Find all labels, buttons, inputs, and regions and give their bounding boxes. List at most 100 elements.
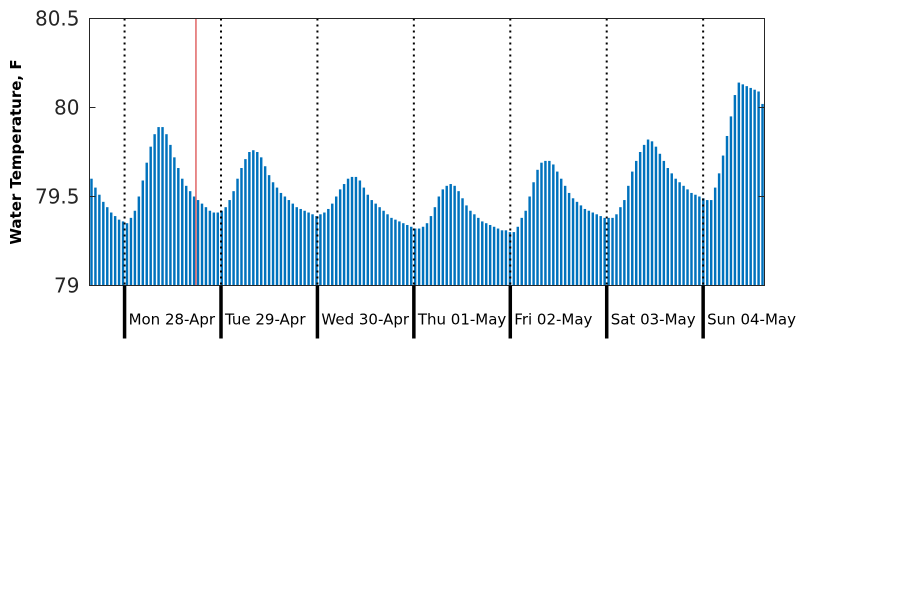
bar — [737, 82, 741, 286]
bar — [188, 191, 192, 286]
bar — [271, 182, 275, 286]
bar — [141, 180, 145, 286]
bar — [177, 168, 180, 286]
bar — [611, 217, 614, 286]
bar — [173, 157, 176, 286]
bar — [409, 226, 413, 286]
bar — [709, 200, 713, 286]
bar — [745, 86, 748, 286]
bar — [686, 189, 689, 286]
bar — [631, 171, 634, 286]
bar — [283, 196, 287, 286]
bar — [417, 228, 421, 286]
bar — [662, 160, 666, 286]
bar — [149, 146, 152, 286]
bar — [374, 203, 377, 286]
bar — [390, 217, 393, 286]
bar — [717, 173, 721, 286]
bar — [571, 198, 575, 286]
bar — [595, 214, 598, 286]
bar — [453, 185, 456, 286]
bar — [181, 178, 184, 286]
bar — [496, 228, 500, 286]
bar — [753, 89, 756, 286]
bar — [634, 160, 638, 286]
bar — [184, 185, 188, 286]
day-label: Sat 03-May — [611, 311, 696, 329]
bar — [94, 187, 97, 286]
bar — [279, 192, 283, 286]
bar — [670, 173, 673, 286]
bar — [366, 194, 370, 286]
y-axis: 79 79.5 80 80.5 — [35, 7, 765, 298]
bar — [212, 212, 216, 286]
bar — [627, 185, 630, 286]
bar — [579, 205, 583, 286]
bar — [315, 216, 318, 286]
bar — [236, 178, 239, 286]
bar — [240, 168, 243, 286]
bar — [559, 178, 563, 286]
bar — [117, 219, 121, 286]
bar — [477, 217, 480, 286]
bar — [263, 166, 267, 286]
bar — [575, 201, 579, 286]
bar — [358, 180, 362, 286]
bar — [678, 182, 681, 286]
bar — [113, 216, 117, 286]
bar — [603, 217, 606, 286]
bar — [208, 210, 212, 286]
bar — [327, 208, 330, 286]
y-tick-label: 79 — [54, 274, 79, 298]
bar — [267, 175, 271, 286]
bar — [204, 207, 208, 286]
bar — [370, 200, 373, 286]
bar — [216, 212, 220, 286]
bar — [196, 200, 200, 286]
bar — [532, 182, 535, 286]
bar — [259, 157, 263, 286]
bar — [461, 198, 464, 286]
bar — [200, 203, 204, 286]
bar — [338, 189, 342, 286]
y-axis-label: Water Temperature, F — [7, 59, 25, 244]
bar — [583, 208, 587, 286]
bar — [232, 191, 235, 286]
bar — [137, 196, 141, 286]
bar — [291, 203, 295, 286]
bar — [394, 219, 397, 286]
bar — [323, 212, 326, 286]
bar — [342, 184, 346, 286]
x-axis-days: Mon 28-Apr Tue 29-Apr Wed 30-Apr Thu 01-May… — [122, 285, 796, 339]
bar — [556, 171, 559, 286]
bar — [449, 184, 452, 286]
bar — [488, 224, 492, 286]
bar — [90, 178, 93, 286]
bar — [682, 185, 685, 286]
bar — [350, 176, 354, 286]
bar — [607, 217, 610, 286]
bar — [228, 200, 231, 286]
bar — [473, 214, 476, 286]
bar — [161, 127, 164, 286]
bar — [287, 200, 291, 286]
bar — [433, 207, 437, 286]
bar — [721, 155, 725, 286]
bar — [378, 207, 381, 286]
bar — [698, 196, 701, 286]
bar — [153, 134, 156, 286]
bar — [749, 87, 752, 286]
y-tick-label: 80 — [54, 96, 79, 120]
bar — [642, 144, 646, 286]
bar — [256, 152, 259, 286]
bar — [694, 194, 697, 286]
bar — [733, 95, 737, 286]
bar — [544, 160, 547, 286]
bar — [492, 226, 496, 286]
bar — [512, 232, 516, 286]
day-label: Thu 01-May — [417, 311, 507, 329]
bar — [354, 176, 358, 286]
bar — [386, 214, 389, 286]
bar — [567, 192, 571, 286]
day-label: Sun 04-May — [707, 311, 796, 329]
